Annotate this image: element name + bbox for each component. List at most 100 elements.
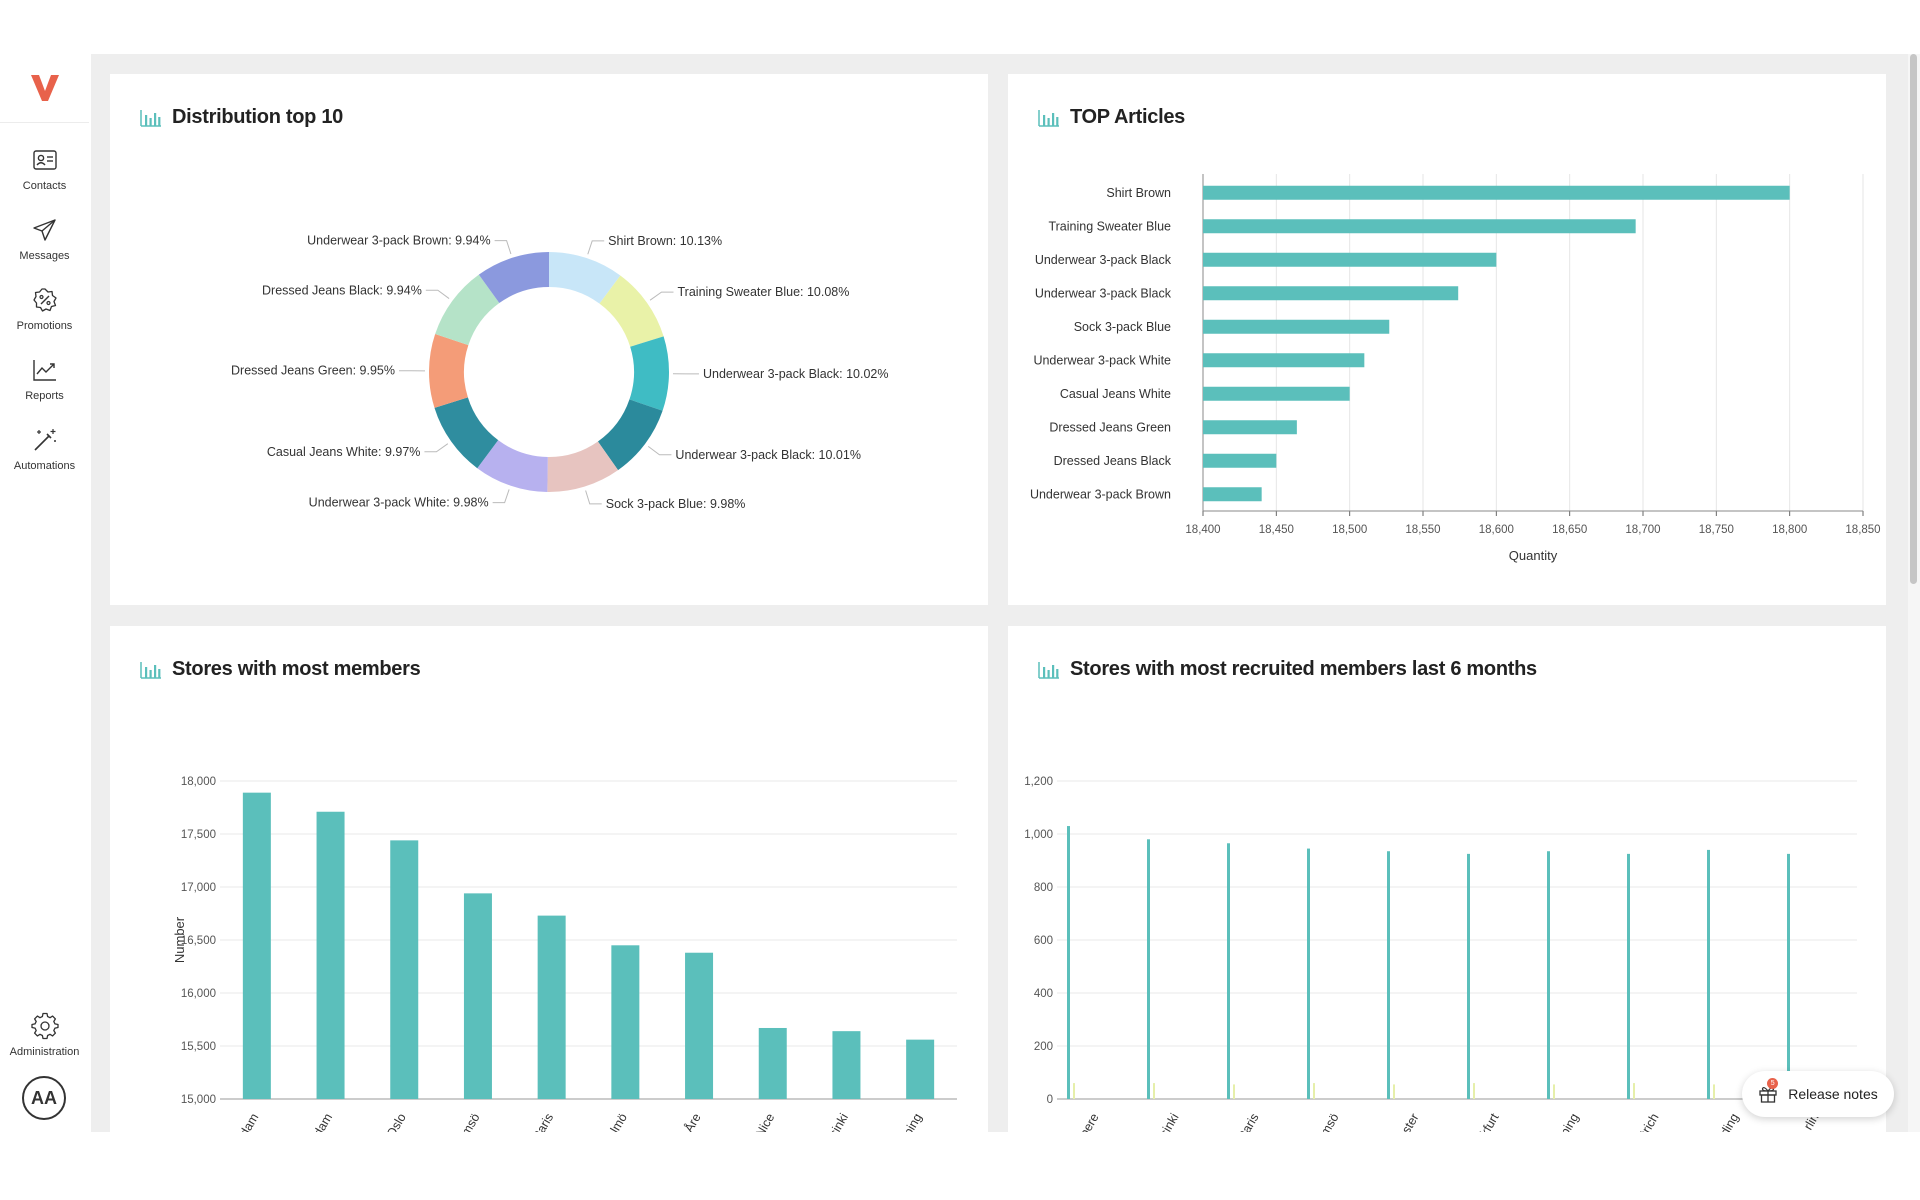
category-label: Underwear 3-pack Black xyxy=(1035,253,1172,267)
donut-slice-label: Sock 3-pack Blue: 9.98% xyxy=(606,497,746,511)
bar xyxy=(1627,853,1630,1099)
bar xyxy=(1203,319,1390,334)
bar xyxy=(758,1027,787,1099)
nav-item-administration[interactable]: Administration xyxy=(0,1000,89,1070)
y-tick-label: 15,500 xyxy=(181,1041,216,1053)
category-label: Underwear 3-pack White xyxy=(1033,353,1171,367)
trend-chart-icon xyxy=(32,360,56,381)
category-label: Norrköping xyxy=(1539,1111,1582,1132)
category-label: Helsinki xyxy=(817,1111,851,1132)
card-title-stores-recruited: Stores with most recruited members last … xyxy=(1038,658,1537,681)
nav-item-contacts[interactable]: Contacts xyxy=(0,134,89,204)
nav-label-messages: Messages xyxy=(19,250,70,262)
card-title-text: Stores with most recruited members last … xyxy=(1070,658,1537,680)
y-tick-label: 1,000 xyxy=(1024,829,1053,841)
release-notes-badge: 5 xyxy=(1767,1078,1779,1089)
x-tick-label: 18,800 xyxy=(1772,524,1807,536)
card-title-text: Distribution top 10 xyxy=(172,106,343,128)
dashboard-main: Distribution top 10 Shirt Brown: 10.13% T… xyxy=(91,54,1908,1132)
bar xyxy=(463,893,492,1099)
nav-item-messages[interactable]: Messages xyxy=(0,204,89,274)
category-label: Casual Jeans White xyxy=(1060,387,1171,401)
y-axis-title: Number xyxy=(172,916,187,963)
donut-slice-label: Dressed Jeans Black: 9.94% xyxy=(262,283,422,297)
bar xyxy=(1147,839,1150,1099)
gift-icon: 5 xyxy=(1758,1078,1779,1104)
y-tick-label: 16,500 xyxy=(181,935,216,947)
category-label: Åre xyxy=(681,1110,704,1132)
nav-label-automations: Automations xyxy=(13,460,76,472)
gear-icon xyxy=(30,1012,59,1040)
card-stores-members: Stores with most members 15,000 15,500 16,… xyxy=(110,626,988,1132)
bar xyxy=(1203,219,1636,234)
bar xyxy=(390,840,419,1099)
donut-chart: Shirt Brown: 10.13% Training Sweater Blue… xyxy=(231,234,889,511)
donut-slice-label: Shirt Brown: 10.13% xyxy=(608,234,722,248)
category-label: Manchester xyxy=(1377,1111,1422,1132)
donut-label-connector xyxy=(492,489,510,504)
donut-slice xyxy=(599,275,664,347)
bar xyxy=(1203,252,1497,267)
nav-item-promotions[interactable]: Promotions xyxy=(0,274,89,344)
x-tick-label: 18,600 xyxy=(1479,524,1514,536)
bar xyxy=(1313,1083,1315,1099)
nav-item-automations[interactable]: Automations xyxy=(0,414,89,484)
category-label: Underwear 3-pack Black xyxy=(1035,286,1172,300)
category-label: Frankfurt xyxy=(1464,1111,1501,1132)
paper-plane-icon xyxy=(32,219,56,241)
bar xyxy=(906,1039,935,1099)
bar xyxy=(242,792,271,1099)
bar xyxy=(1067,826,1070,1099)
donut-slice xyxy=(547,441,619,492)
nav-item-reports[interactable]: Reports xyxy=(0,344,89,414)
category-label: Underwear 3-pack Brown xyxy=(1030,487,1171,501)
bar xyxy=(1203,453,1277,468)
bar xyxy=(1153,1083,1155,1099)
bar-chart-icon xyxy=(1038,109,1059,127)
vertical-bar-chart-recruited: 0 200 400 600 800 1,000 1,200 Tampere Helsinki Pa… xyxy=(1024,776,1857,1132)
app-logo[interactable] xyxy=(0,54,89,122)
card-title-distribution: Distribution top 10 xyxy=(140,106,343,129)
category-label: Oslo xyxy=(384,1111,409,1132)
bar xyxy=(1467,853,1470,1099)
sidebar: Contacts Messages Promotions xyxy=(0,54,89,1132)
nav-label-promotions: Promotions xyxy=(16,320,73,332)
logo-mark xyxy=(30,75,59,101)
vertical-bar-chart-members: 15,000 15,500 16,000 16,500 17,000 17,500 18,0… xyxy=(172,776,957,1132)
category-label: Paris xyxy=(530,1111,556,1132)
donut-slice xyxy=(549,252,621,304)
bar xyxy=(1073,1083,1075,1099)
category-label: Training Sweater Blue xyxy=(1048,219,1171,233)
donut-label-connector xyxy=(649,291,674,301)
donut-slice xyxy=(477,440,548,492)
x-tick-label: 18,450 xyxy=(1259,524,1294,536)
release-notes-button[interactable]: 5 Release notes xyxy=(1742,1071,1894,1117)
y-tick-label: 17,000 xyxy=(181,882,216,894)
card-stores-recruited: Stores with most recruited members last … xyxy=(1008,626,1886,1132)
category-label: Helsinki xyxy=(1148,1111,1182,1132)
category-label: Norrköping xyxy=(882,1111,925,1132)
scrollbar-thumb[interactable] xyxy=(1910,54,1917,584)
main-scrollbar[interactable] xyxy=(1908,54,1920,1132)
category-label: Paris xyxy=(1235,1111,1261,1132)
user-avatar[interactable]: AA xyxy=(22,1076,66,1120)
y-tick-label: 600 xyxy=(1034,935,1053,947)
donut-slice-label: Underwear 3-pack Black: 10.02% xyxy=(703,367,889,381)
y-tick-label: 18,000 xyxy=(181,776,216,788)
card-title-text: TOP Articles xyxy=(1070,106,1185,128)
donut-slice-label: Underwear 3-pack White: 9.98% xyxy=(309,496,489,510)
donut-label-connector xyxy=(425,289,450,299)
donut-slice-label: Underwear 3-pack Brown: 9.94% xyxy=(307,234,490,248)
x-tick-label: 18,400 xyxy=(1185,524,1220,536)
category-label: Zürich xyxy=(1632,1111,1662,1132)
main-nav: Contacts Messages Promotions xyxy=(0,134,89,484)
bar xyxy=(1233,1084,1235,1099)
donut-slice xyxy=(434,397,499,469)
donut-slice xyxy=(597,399,663,471)
category-label: Amsterdam xyxy=(291,1111,335,1132)
bar xyxy=(1547,851,1550,1099)
category-label: Nice xyxy=(753,1111,778,1132)
bar xyxy=(1227,843,1230,1099)
bar xyxy=(1553,1084,1555,1099)
bar xyxy=(1387,851,1390,1099)
